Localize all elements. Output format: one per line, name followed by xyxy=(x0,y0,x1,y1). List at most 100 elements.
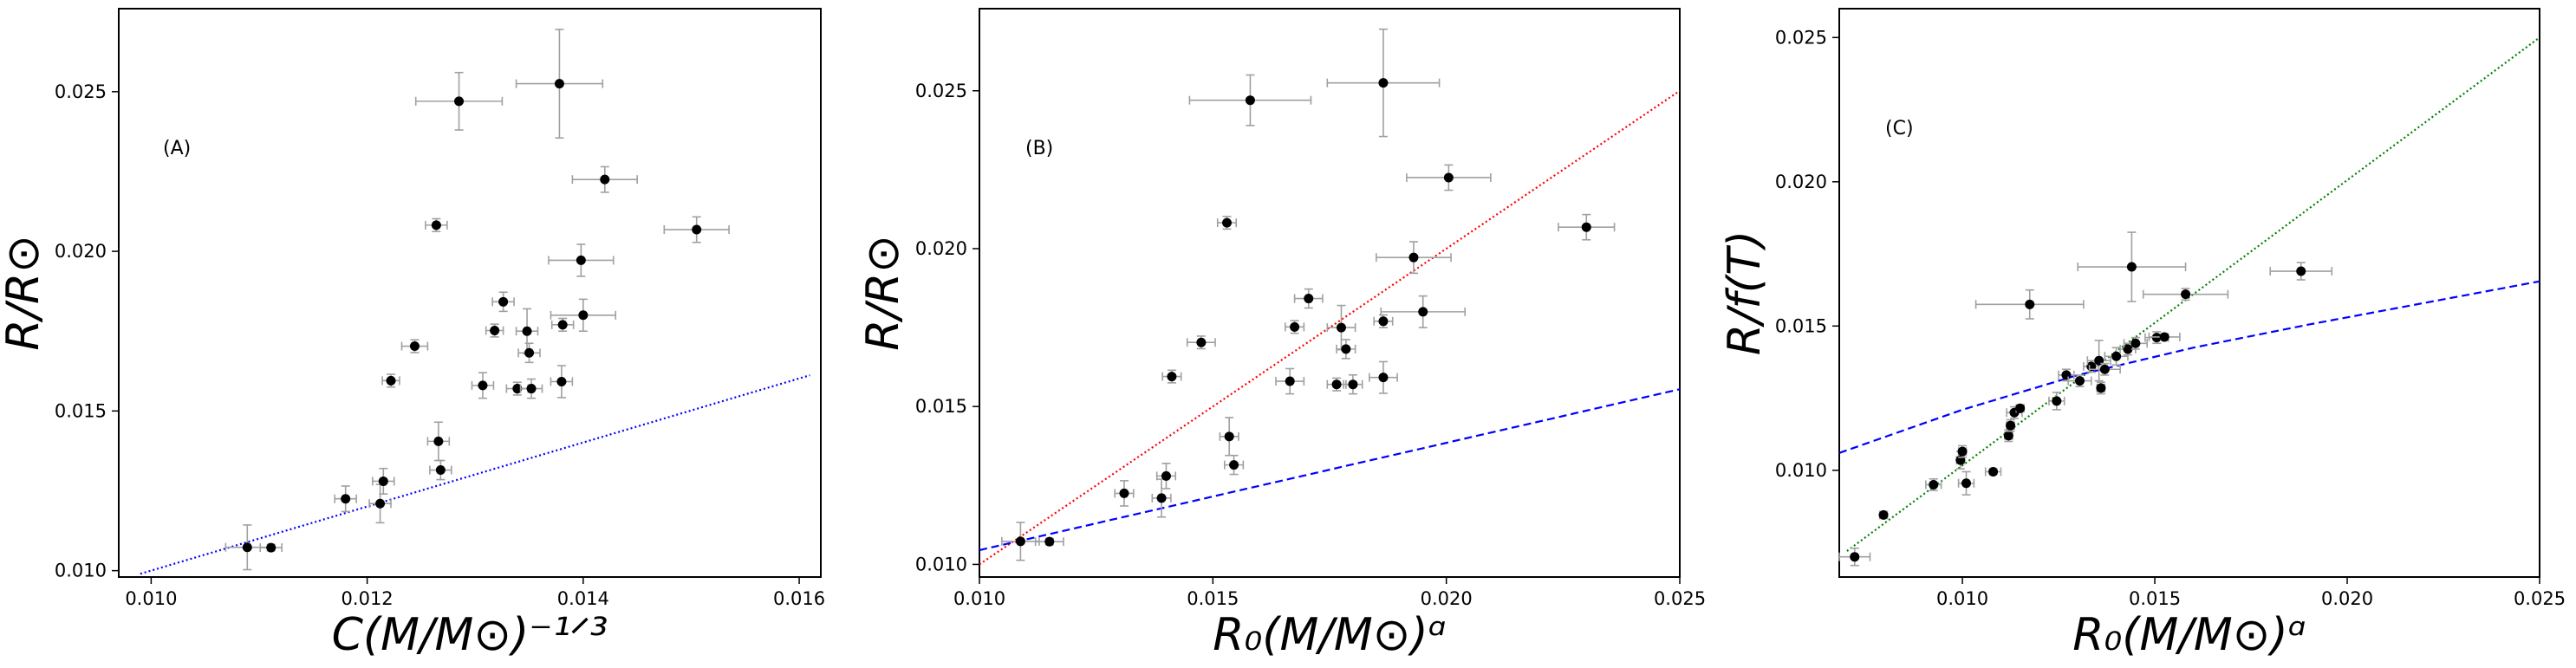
y-axis-label: R/f(T) xyxy=(1719,230,1771,355)
data-point xyxy=(522,326,532,336)
x-tick-label: 0.020 xyxy=(1421,588,1473,609)
y-tick-label: 0.010 xyxy=(1775,460,1827,481)
panel-b: (B) R₀(M/M⊙)ᵅ R/R⊙ 0.010 0.015 0.020 0.025 0… xyxy=(857,8,1706,661)
data-point xyxy=(1221,217,1232,228)
data-point xyxy=(578,310,589,321)
data-point xyxy=(2074,376,2085,386)
data-point xyxy=(1341,344,1351,354)
y-tick-label: 0.015 xyxy=(915,396,967,417)
dashed-model-line xyxy=(979,388,1680,552)
panel-c: (C) R₀(M/M⊙)ᵅ R/f(T) 0.010 0.015 0.020 0.02… xyxy=(1719,8,2566,661)
data-point xyxy=(341,494,351,504)
data-point xyxy=(1196,337,1207,347)
data-point xyxy=(433,436,444,446)
data-point xyxy=(1167,372,1177,382)
dotted-model-line xyxy=(140,374,810,575)
plot-frame xyxy=(118,8,822,578)
data-point xyxy=(1850,552,1860,562)
data-point xyxy=(409,341,420,352)
y-axis-label: R/R⊙ xyxy=(0,235,49,350)
x-axis-label: R₀(M/M⊙)ᵅ xyxy=(1213,609,1446,661)
x-tick-label: 0.025 xyxy=(1654,588,1706,609)
data-point xyxy=(1957,446,1968,457)
data-point xyxy=(2111,351,2122,361)
y-tick-label: 0.025 xyxy=(915,81,967,101)
data-point xyxy=(1961,478,1972,489)
x-tick-label: 0.010 xyxy=(1936,588,1988,609)
x-tick-label: 0.015 xyxy=(2129,588,2181,609)
y-tick-label: 0.010 xyxy=(915,554,967,574)
y-tick-label: 0.025 xyxy=(55,81,107,102)
data-point xyxy=(1878,509,1889,520)
panel-label: (B) xyxy=(1025,138,1053,159)
x-tick-label: 0.010 xyxy=(953,588,1005,609)
x-tick-label: 0.012 xyxy=(342,588,394,609)
data-point xyxy=(1161,470,1171,481)
data-point xyxy=(1378,316,1389,327)
data-point xyxy=(524,347,535,358)
data-point xyxy=(490,325,500,335)
y-tick-label: 0.010 xyxy=(55,561,107,581)
panel-a: (A) C(M/M⊙)⁻¹ᐟ³ R/R⊙ 0.010 0.012 0.014 0.01… xyxy=(0,8,825,661)
y-tick-label: 0.025 xyxy=(1775,27,1827,48)
data-point xyxy=(1285,376,1295,386)
y-tick-label: 0.020 xyxy=(1775,172,1827,192)
x-tick-label: 0.016 xyxy=(773,588,825,609)
data-point xyxy=(692,224,702,235)
model-lines xyxy=(1839,36,2540,552)
y-tick-label: 0.015 xyxy=(1775,315,1827,336)
y-tick-label: 0.020 xyxy=(55,241,107,262)
data-point xyxy=(378,476,388,486)
data-point xyxy=(1348,379,1358,390)
x-tick-label: 0.014 xyxy=(557,588,609,609)
data-point xyxy=(454,96,465,107)
data-point xyxy=(600,174,610,185)
x-axis-label: C(M/M⊙)⁻¹ᐟ³ xyxy=(332,609,608,661)
y-axis-label: R/R⊙ xyxy=(857,235,909,350)
data-point xyxy=(1229,460,1239,470)
data-point xyxy=(1418,307,1428,317)
data-point xyxy=(554,79,564,89)
data-point xyxy=(2096,383,2106,393)
data-point xyxy=(2006,420,2016,431)
data-point xyxy=(2123,344,2133,354)
data-point xyxy=(1408,252,1419,263)
x-tick-label: 0.020 xyxy=(2321,588,2373,609)
data-point xyxy=(1119,488,1129,498)
data-point xyxy=(1336,322,1346,333)
x-axis-label: R₀(M/M⊙)ᵅ xyxy=(2072,609,2306,661)
data-point xyxy=(1929,479,1939,490)
data-point xyxy=(2025,299,2035,309)
data-point xyxy=(2003,431,2013,441)
panel-label: (C) xyxy=(1885,118,1914,139)
x-tick-label: 0.015 xyxy=(1187,588,1239,609)
data-point xyxy=(498,296,509,307)
x-tick-label: 0.025 xyxy=(2514,588,2566,609)
data-point xyxy=(431,220,441,230)
data-point xyxy=(2126,262,2137,272)
error-bar xyxy=(1336,339,1356,360)
data-point xyxy=(1581,222,1591,232)
data-point xyxy=(1015,536,1025,547)
data-point xyxy=(576,255,586,265)
data-point xyxy=(2099,364,2110,374)
data-point xyxy=(2052,396,2062,406)
data-point xyxy=(1331,379,1342,390)
data-point xyxy=(1156,493,1167,503)
y-tick-label: 0.015 xyxy=(55,400,107,421)
data-point xyxy=(242,542,252,553)
dashed-model-line xyxy=(1839,280,2540,454)
data-point xyxy=(1378,373,1389,383)
data-point xyxy=(375,498,386,509)
data-point xyxy=(1378,78,1389,88)
data-point xyxy=(2159,332,2169,342)
model-lines xyxy=(140,374,810,575)
data-point xyxy=(2015,403,2026,413)
data-point xyxy=(1988,466,1999,477)
dotted-model-line xyxy=(1846,36,2540,552)
model-lines xyxy=(979,89,1680,566)
data-point xyxy=(1224,431,1234,442)
data-point xyxy=(478,380,488,391)
data-point xyxy=(1044,536,1055,547)
